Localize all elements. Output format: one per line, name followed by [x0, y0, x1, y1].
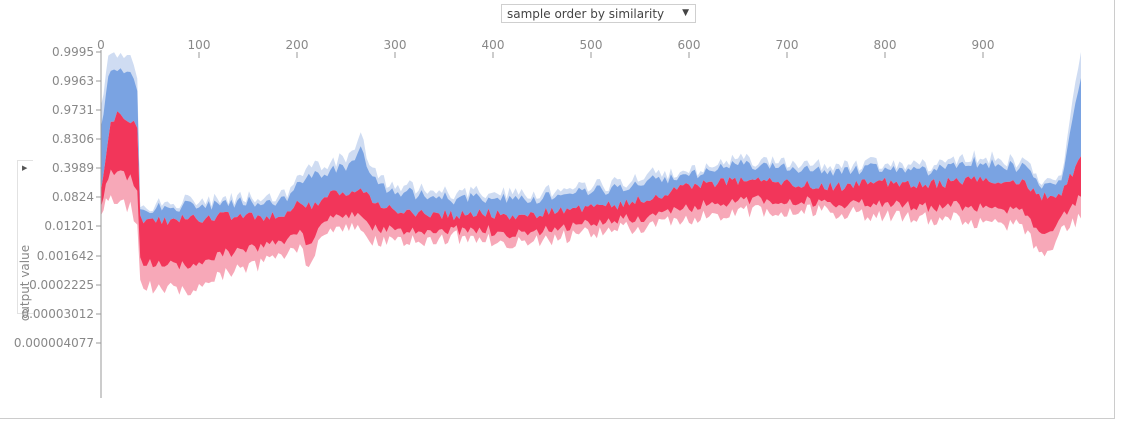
- triangle-right-icon: ▶: [22, 164, 28, 172]
- y-tick-label: 0.0002225: [29, 278, 94, 292]
- x-tick-label: 400: [482, 38, 505, 52]
- x-tick-label: 100: [188, 38, 211, 52]
- y-tick-label: 0.000004077: [14, 336, 94, 350]
- x-tick-label: 800: [874, 38, 897, 52]
- x-tick-label: 500: [580, 38, 603, 52]
- axis-layer: 0 100 200 300 400 500 600 700 800 900 0.9995 0.9963…: [14, 38, 995, 398]
- x-tick-label: 900: [972, 38, 995, 52]
- x-tick-label: 300: [384, 38, 407, 52]
- x-tick-label: 0: [97, 38, 105, 52]
- y-axis-feature-toggle[interactable]: ▶: [17, 160, 33, 314]
- positive-effect-band: [101, 111, 1081, 270]
- y-tick-label: 0.00003012: [21, 307, 94, 321]
- y-tick-label: 0.001642: [37, 249, 94, 263]
- y-tick-label: 0.9731: [52, 103, 94, 117]
- negative-effect-band: [101, 68, 1081, 225]
- y-axis-label: output value: [18, 245, 32, 321]
- y-tick-label: 0.3989: [52, 161, 94, 175]
- x-tick-label: 200: [286, 38, 309, 52]
- area-layer: [101, 52, 1081, 296]
- y-tick-label: 0.9963: [52, 74, 94, 88]
- sample-order-dropdown[interactable]: sample order by similarity ▼: [501, 4, 696, 23]
- sample-order-selected-value: sample order by similarity: [507, 7, 665, 21]
- x-tick-label: 600: [678, 38, 701, 52]
- chevron-down-icon: ▼: [682, 8, 689, 18]
- y-tick-label: 0.8306: [52, 132, 94, 146]
- y-tick-label: 0.0824: [52, 190, 94, 204]
- y-tick-label: 0.9995: [52, 45, 94, 59]
- y-tick-label: 0.01201: [44, 219, 94, 233]
- x-tick-label: 700: [776, 38, 799, 52]
